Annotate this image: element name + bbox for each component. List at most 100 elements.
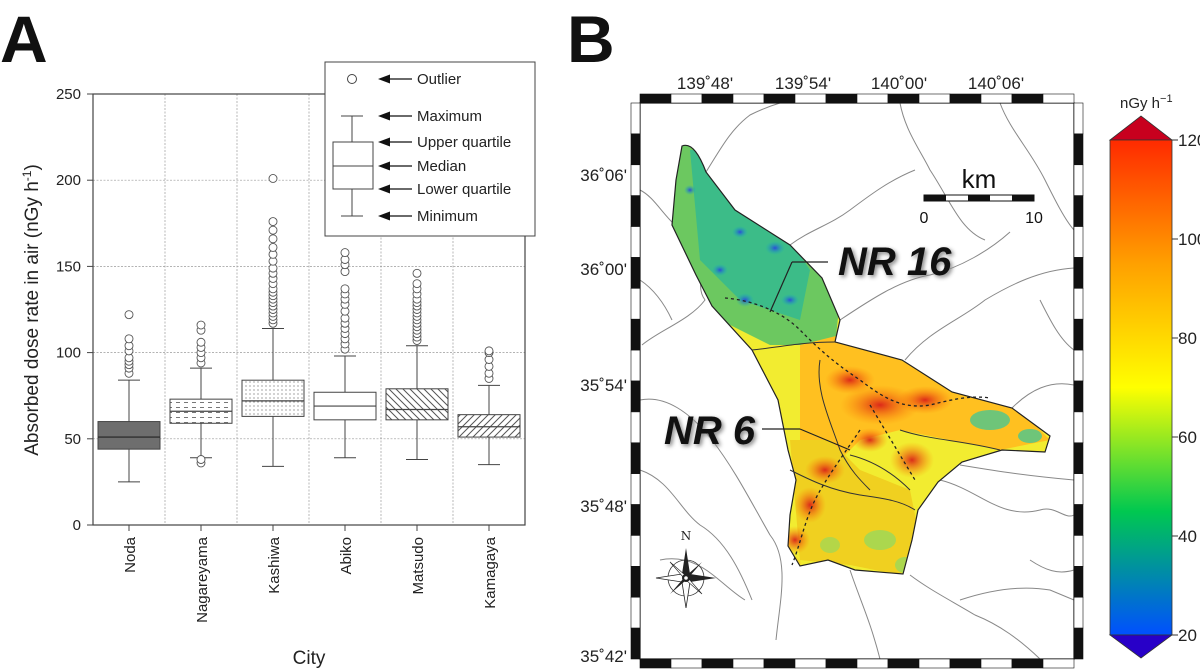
frame-tick-left [630,504,641,536]
frame-tick-top [701,93,734,104]
legend-arrowhead [378,74,390,84]
frame-tick-right [1073,504,1084,536]
colorbar-tick-label: 60 [1178,428,1197,447]
frame-tick-top [732,93,765,104]
colorbar-ticks: 120 100 80 60 40 20 [1172,131,1200,645]
frame-tick-top [1011,93,1044,104]
frame-tick-left [630,442,641,474]
frame-tick-left [630,195,641,227]
frame-tick-top [980,93,1013,104]
box-noda [97,310,161,483]
legend-arrowhead [378,111,390,121]
frame-tick-right [1073,257,1084,289]
box-kashiwa [241,174,305,467]
panel-a: A 0 50 100 150 200 250 Noda Nagareyama Kashiwa A… [0,2,536,669]
legend-arrowhead [378,161,390,171]
box-iqr [457,414,521,438]
frame-tick-right [1073,535,1084,567]
lat-label: 36˚06' [580,166,627,185]
frame-tick-bottom [918,658,951,669]
region-outline [671,144,1051,575]
x-axis-ticks: Noda Nagareyama Kashiwa Abiko Matsudo Kamagay… [122,525,499,623]
colorbar-tick-label: 120 [1178,131,1200,150]
x-tick-label: Kamagaya [482,536,499,608]
boxes [97,174,521,483]
outlier-point [340,248,350,258]
municipal-boundaries [639,102,1075,660]
legend-entry-label: Lower quartile [417,181,511,198]
frame-tick-right [1073,566,1084,598]
colorbar-tick-label: 100 [1178,230,1200,249]
y-tick-label: 250 [56,86,81,103]
frame-ticks [630,93,1084,669]
frame-tick-right [1073,627,1084,660]
colorbar-unit: nGy h−1 [1120,93,1173,112]
legend-entry-label: Median [417,158,466,175]
box-abiko [313,248,377,459]
panel-a-letter: A [0,2,48,76]
colorbar-tick-label: 40 [1178,527,1197,546]
frame-tick-right [1073,133,1084,166]
outlier-point [124,310,134,320]
frame-tick-left [630,411,641,444]
panel-b-letter: B [567,2,615,76]
frame-tick-left [630,102,641,135]
frame-tick-left [630,257,641,289]
frame-tick-bottom [701,658,734,669]
frame-tick-right [1073,442,1084,474]
frame-tick-bottom [639,658,672,669]
compass-arrow-e [686,574,716,582]
outlier-point [124,334,134,344]
lat-label: 35˚48' [580,497,627,516]
frame-tick-left [630,473,641,505]
outlier-point [268,217,278,227]
compass-n-label: N [681,529,692,543]
frame-tick-left [630,535,641,567]
y-axis-label: Absorbed dose rate in air (nGy h-1) [20,164,43,456]
nr6-leader [799,428,851,451]
frame-tick-bottom [856,658,889,669]
frame-tick-left [630,380,641,413]
frame-tick-top [670,93,703,104]
road-label-nr6: NR 6 [664,409,756,453]
frame-tick-top [825,93,858,104]
lat-label: 35˚54' [580,376,627,395]
latitude-labels: 36˚06' 36˚00' 35˚54' 35˚48' 35˚42' [580,166,627,666]
frame-tick-top [918,93,951,104]
legend-outlier-marker [347,74,357,84]
longitude-labels: 139˚48' 139˚54' 140˚00' 140˚06' [677,74,1024,93]
lon-label: 139˚54' [775,74,831,93]
outlier-point [196,320,206,330]
frame-tick-left [630,288,641,320]
y-tick-label: 50 [64,431,81,448]
legend-arrowhead [378,137,390,147]
frame-tick-left [630,349,641,382]
frame-tick-left [630,164,641,196]
frame-tick-right [1073,102,1084,135]
legend-entries: Outlier Maximum Upper quartile Median Lower … [378,71,511,225]
frame-tick-right [1073,596,1084,629]
frame-tick-top [639,93,672,104]
road-label-nr16: NR 16 [838,240,952,284]
plot-frame [92,93,526,526]
frame-tick-bottom [732,658,765,669]
frame-tick-right [1073,380,1084,413]
x-tick-label: Nagareyama [194,536,211,623]
y-tick-label: 0 [73,517,81,534]
frame-tick-right [1073,195,1084,227]
colorbar-ramp [1109,139,1173,636]
legend-arrowhead [378,211,390,221]
outlier-point [196,455,206,464]
scale-bar: km 0 10 [920,164,1043,227]
lon-label: 140˚06' [968,74,1024,93]
y-axis-ticks: 0 50 100 150 200 250 [56,86,93,534]
nr16-leader [769,261,793,313]
frame-tick-left [630,226,641,258]
frame-tick-right [1073,473,1084,505]
compass-rose: N [655,529,716,609]
box-iqr [241,379,305,417]
lat-label: 35˚42' [580,647,627,666]
scale-label-10: 10 [1025,210,1043,227]
y-tick-label: 200 [56,172,81,189]
frame-tick-left [630,566,641,598]
